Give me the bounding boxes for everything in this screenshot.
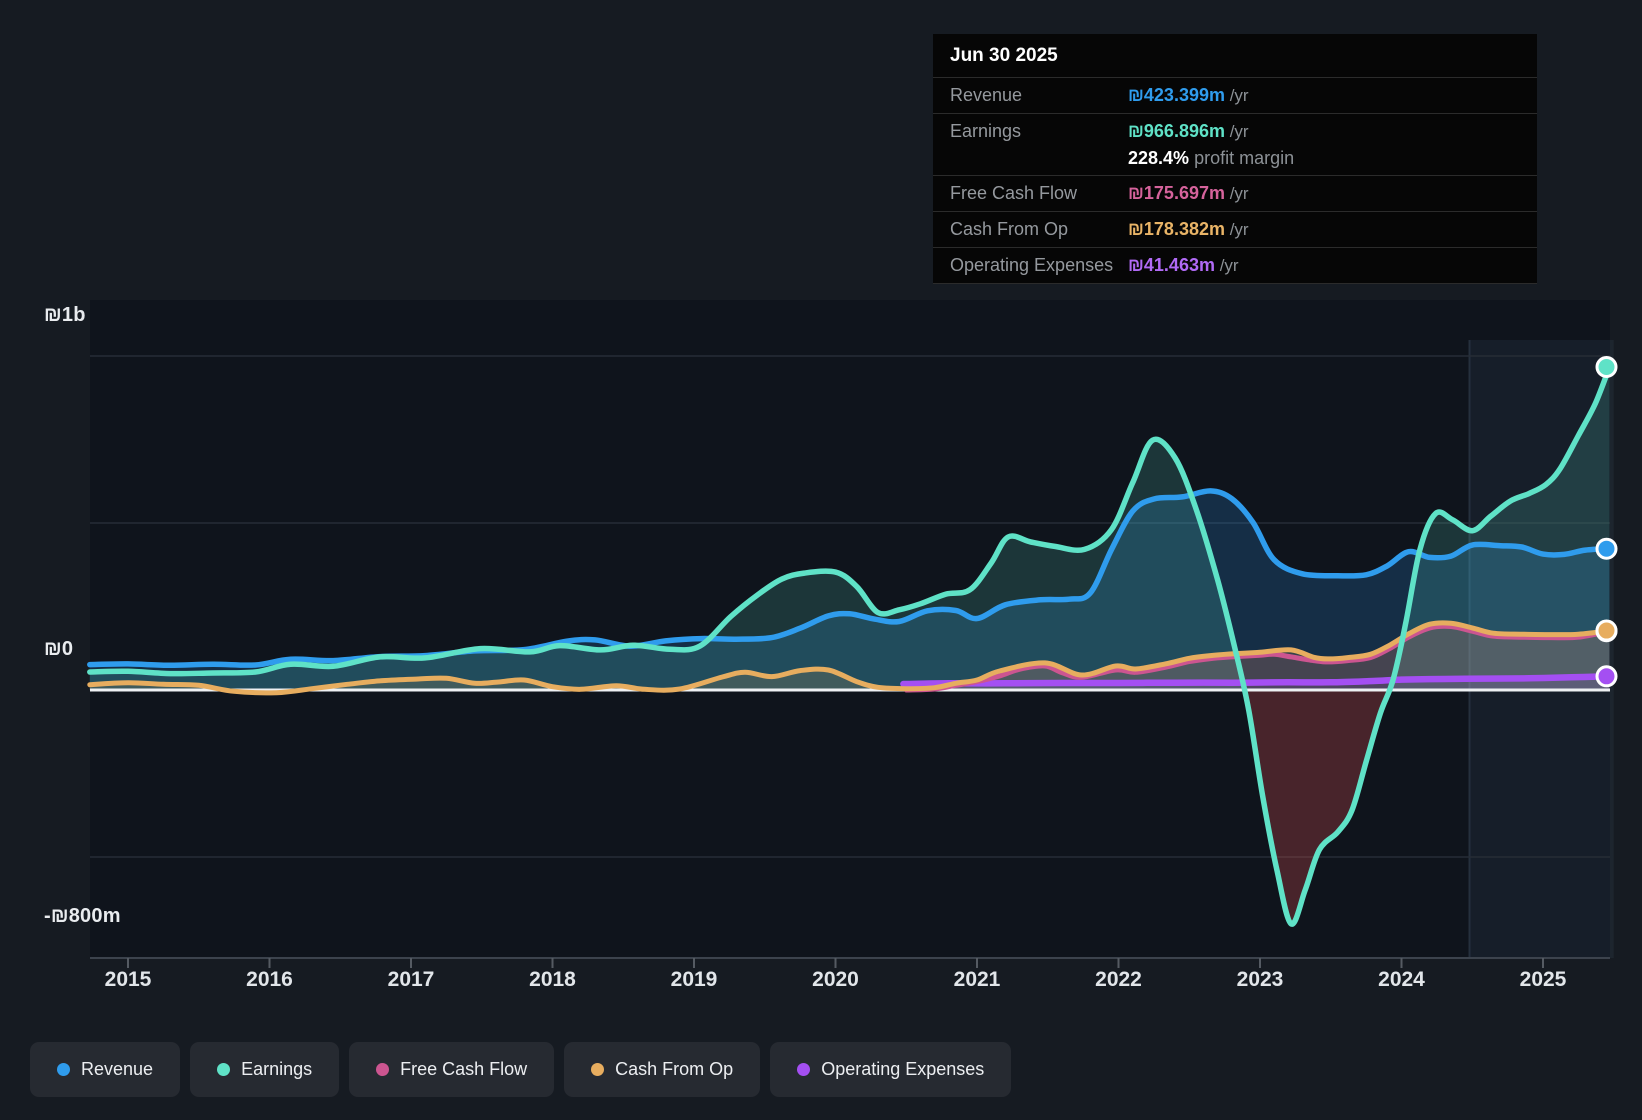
legend-dot-icon xyxy=(591,1063,605,1076)
tooltip-row-value: ₪423.399m /yr xyxy=(1128,85,1249,105)
tooltip-row-label: Earnings xyxy=(950,121,1022,141)
x-axis-label: 2025 xyxy=(1519,968,1567,991)
x-axis-label: 2019 xyxy=(670,968,718,991)
x-axis-label: 2018 xyxy=(529,968,576,991)
tooltip-row-value: ₪41.463m /yr xyxy=(1128,255,1239,275)
legend-label: Free Cash Flow xyxy=(400,1059,528,1079)
x-axis-label: 2022 xyxy=(1095,968,1142,991)
tooltip-row-label: Revenue xyxy=(950,85,1023,105)
legend-label: Cash From Op xyxy=(615,1059,734,1079)
tooltip-row: Operating Expenses ₪41.463m /yr xyxy=(933,248,1537,284)
tooltip-row-value: ₪966.896m /yr 228.4% profit margin xyxy=(1128,120,1520,169)
y-axis-label: ₪0 xyxy=(44,638,74,660)
tooltip-row-value: ₪175.697m /yr xyxy=(1128,183,1249,203)
x-axis-label: 2020 xyxy=(812,968,859,991)
tooltip-row-value: ₪178.382m /yr xyxy=(1128,219,1249,239)
tooltip-row-label: Free Cash Flow xyxy=(950,183,1078,203)
legend-item[interactable]: Free Cash Flow xyxy=(349,1042,555,1097)
legend-item[interactable]: Cash From Op xyxy=(564,1042,761,1097)
x-axis-label: 2016 xyxy=(246,968,293,991)
tooltip-row: Cash From Op ₪178.382m /yr xyxy=(933,212,1537,248)
legend-label: Earnings xyxy=(241,1059,313,1079)
tooltip-row: Free Cash Flow ₪175.697m /yr xyxy=(933,176,1537,212)
legend-dot-icon xyxy=(376,1063,390,1076)
chart-legend: Revenue Earnings Free Cash Flow Cash Fro… xyxy=(30,1042,1012,1097)
x-axis-label: 2021 xyxy=(953,968,1001,991)
tooltip-row-label: Cash From Op xyxy=(950,219,1069,239)
tooltip-row: Revenue ₪423.399m /yr xyxy=(933,78,1537,114)
chart-tooltip: Jun 30 2025 Revenue ₪423.399m /yr Earnin… xyxy=(933,34,1537,284)
x-axis-label: 2015 xyxy=(104,968,152,991)
profit-margin-note: 228.4% profit margin xyxy=(1128,148,1295,168)
legend-item[interactable]: Earnings xyxy=(190,1042,340,1097)
x-axis-label: 2017 xyxy=(387,968,435,991)
legend-dot-icon xyxy=(217,1063,231,1076)
legend-label: Revenue xyxy=(81,1059,154,1079)
tooltip-row-label: Operating Expenses xyxy=(950,255,1114,275)
y-axis-label: ₪1b xyxy=(44,304,86,326)
legend-dot-icon xyxy=(57,1063,70,1076)
legend-item[interactable]: Operating Expenses xyxy=(770,1042,1012,1097)
y-axis-label: -₪800m xyxy=(44,905,121,928)
x-axis-label: 2024 xyxy=(1378,968,1425,991)
legend-item[interactable]: Revenue xyxy=(30,1042,181,1097)
tooltip-date: Jun 30 2025 xyxy=(933,34,1537,78)
tooltip-row: Earnings ₪966.896m /yr 228.4% profit mar… xyxy=(933,114,1537,176)
legend-dot-icon xyxy=(797,1063,811,1076)
legend-label: Operating Expenses xyxy=(821,1059,985,1079)
x-axis-label: 2023 xyxy=(1236,968,1284,991)
